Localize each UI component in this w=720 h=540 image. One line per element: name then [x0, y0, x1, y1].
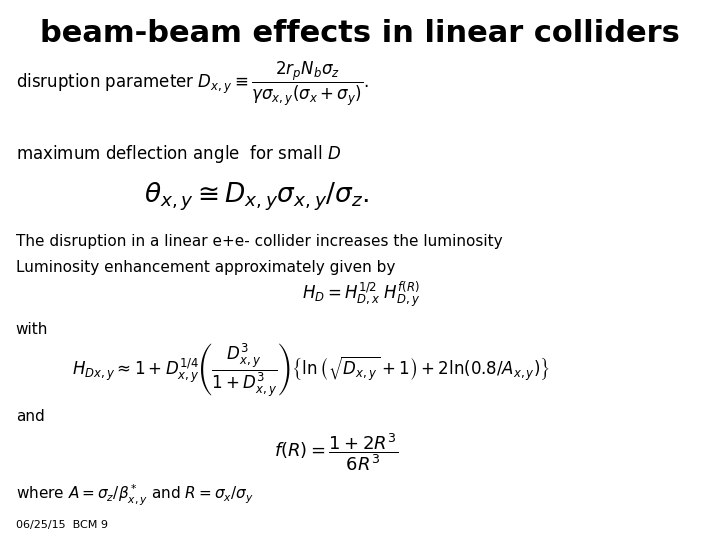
Text: where $A=\sigma_z/\beta_{x,y}^*$ and $R=\sigma_x/\sigma_y$: where $A=\sigma_z/\beta_{x,y}^*$ and $R=… — [16, 483, 253, 508]
Text: $H_{Dx,y} \approx 1 + D_{x,y}^{1/4}\left(\dfrac{D_{x,y}^{3}}{1+D_{x,y}^{3}}\righ: $H_{Dx,y} \approx 1 + D_{x,y}^{1/4}\left… — [72, 341, 550, 399]
Text: 06/25/15  BCM 9: 06/25/15 BCM 9 — [16, 520, 108, 530]
Text: Luminosity enhancement approximately given by: Luminosity enhancement approximately giv… — [16, 260, 395, 275]
Text: maximum deflection angle  for small $D$: maximum deflection angle for small $D$ — [16, 143, 341, 165]
Text: $H_D = H_{D,x}^{1/2}\; H_{D,y}^{f(R)}$: $H_D = H_{D,x}^{1/2}\; H_{D,y}^{f(R)}$ — [302, 279, 420, 309]
Text: disruption parameter $D_{x,y} \equiv \dfrac{2r_p N_b \sigma_z}{\gamma\sigma_{x,y: disruption parameter $D_{x,y} \equiv \df… — [16, 59, 369, 108]
Text: and: and — [16, 409, 45, 424]
Text: $f(R) = \dfrac{1+2R^3}{6R^3}$: $f(R) = \dfrac{1+2R^3}{6R^3}$ — [274, 431, 398, 473]
Text: with: with — [16, 322, 48, 337]
Text: beam-beam effects in linear colliders: beam-beam effects in linear colliders — [40, 19, 680, 48]
Text: $\theta_{x,y} \cong D_{x,y}\sigma_{x,y}/\sigma_z.$: $\theta_{x,y} \cong D_{x,y}\sigma_{x,y}/… — [144, 181, 369, 213]
Text: The disruption in a linear e+e- collider increases the luminosity: The disruption in a linear e+e- collider… — [16, 234, 503, 249]
